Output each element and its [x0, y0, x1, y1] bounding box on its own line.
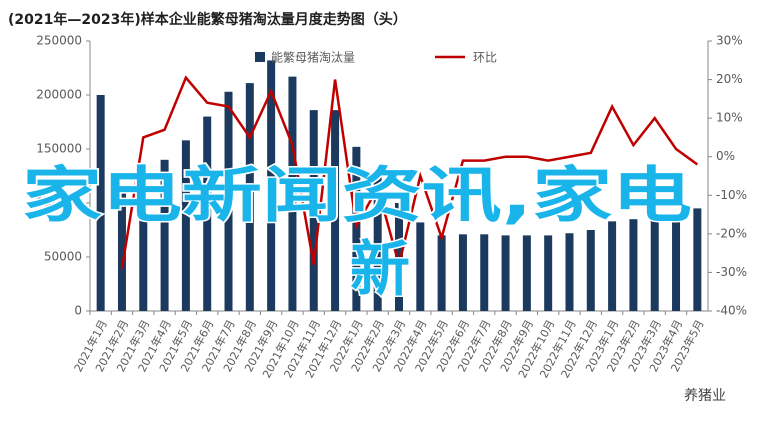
bar: [245, 83, 254, 312]
legend-label: 能繁母猪淘汰量: [271, 50, 355, 65]
bar: [203, 116, 212, 311]
bar: [672, 213, 681, 311]
bar: [309, 110, 318, 312]
y-tick-label: 0: [74, 304, 82, 318]
y2-tick-label: 30%: [716, 34, 743, 48]
bar: [586, 230, 595, 311]
bar: [608, 221, 617, 311]
y2-tick-label: -30%: [716, 265, 747, 279]
y2-tick-label: 10%: [716, 111, 743, 125]
y2-tick-label: 20%: [716, 72, 743, 86]
y2-tick-label: -10%: [716, 188, 747, 202]
bar: [437, 235, 446, 311]
bar: [522, 235, 531, 311]
y2-tick-label: -20%: [716, 226, 747, 240]
bar: [501, 235, 510, 311]
bar: [416, 222, 425, 311]
bar: [139, 170, 148, 311]
y-tick-label: 250000: [36, 34, 82, 48]
bar: [544, 235, 553, 311]
bar: [331, 110, 340, 312]
bar: [160, 159, 169, 311]
bar: [458, 234, 467, 311]
bar: [395, 203, 403, 311]
bar: [288, 76, 297, 311]
bar: [650, 215, 659, 311]
legend-swatch: [255, 52, 265, 62]
overlay-text: 家电新闻资讯,家电: [22, 161, 692, 231]
bar: [480, 234, 489, 311]
bar: [352, 146, 361, 311]
line: [120, 75, 699, 269]
y-tick-label: 200000: [36, 88, 82, 102]
y2-tick-label: 0%: [716, 149, 735, 163]
y-tick-label: 150000: [36, 142, 82, 156]
bar: [267, 60, 276, 311]
bar: [565, 233, 574, 311]
legend-label: 环比: [473, 51, 497, 65]
overlay-text: 新: [350, 235, 410, 305]
y-tick-label: 100000: [36, 196, 82, 210]
bar: [224, 91, 233, 311]
bar: [117, 192, 126, 311]
bar: [96, 95, 105, 311]
watermark: 养猪业: [684, 388, 726, 404]
bar: [373, 170, 382, 311]
bar: [181, 140, 190, 311]
bar: [693, 208, 702, 311]
bar: [629, 219, 638, 311]
y2-tick-label: -40%: [716, 304, 747, 318]
y-tick-label: 50000: [44, 250, 82, 264]
chart-title: (2021年—2023年)样本企业能繁母猪淘汰量月度走势图（头）: [8, 11, 407, 28]
